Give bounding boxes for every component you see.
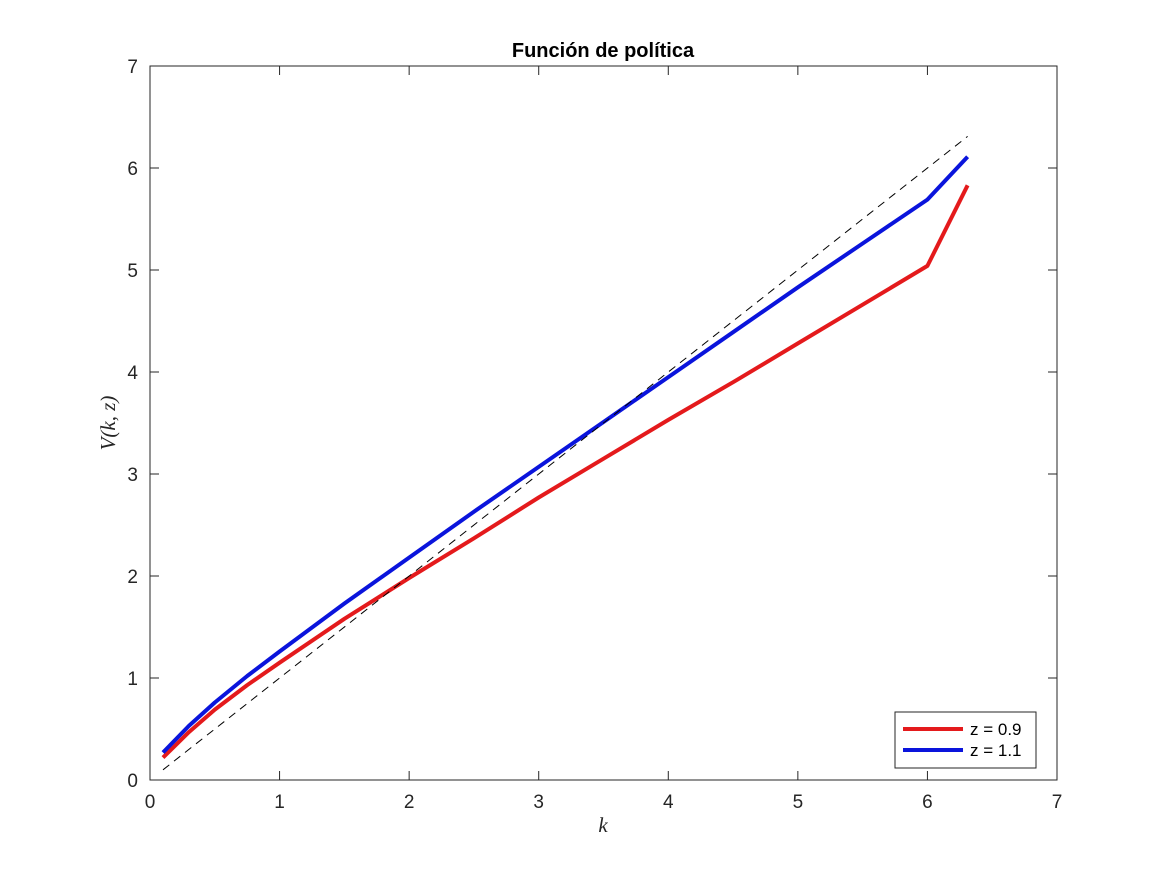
y-tick-label: 4 [127,363,138,384]
y-axis-ticks: 0 1 2 3 4 5 6 7 [127,57,1057,792]
y-tick-label: 5 [127,261,138,282]
y-tick-label: 3 [127,465,138,486]
x-tick-label: 3 [533,792,544,813]
series-line-reference [162,136,968,771]
x-tick-label: 7 [1052,792,1063,813]
x-tick-label: 0 [145,792,156,813]
series-layer [161,136,970,771]
x-tick-label: 6 [922,792,933,813]
x-tick-label: 1 [274,792,285,813]
y-tick-label: 1 [127,669,138,690]
y-tick-label: 2 [127,567,138,588]
y-axis-label: V(k, z) [96,396,120,451]
legend: z = 0.9 z = 1.1 [894,711,1037,769]
x-axis-ticks: 0 1 2 3 4 5 6 7 [145,66,1063,813]
series-line-2 [161,155,970,754]
chart-title: Función de política [512,40,695,62]
legend-box [894,711,1037,769]
x-axis-label: k [598,813,608,837]
legend-label-2: z = 1.1 [970,741,1022,760]
x-tick-label: 2 [404,792,415,813]
legend-label-1: z = 0.9 [970,720,1022,739]
y-tick-label: 7 [127,57,138,78]
x-tick-label: 4 [663,792,674,813]
series-line-1 [161,184,970,760]
y-tick-label: 0 [127,771,138,792]
y-tick-label: 6 [127,159,138,180]
x-tick-label: 5 [793,792,804,813]
